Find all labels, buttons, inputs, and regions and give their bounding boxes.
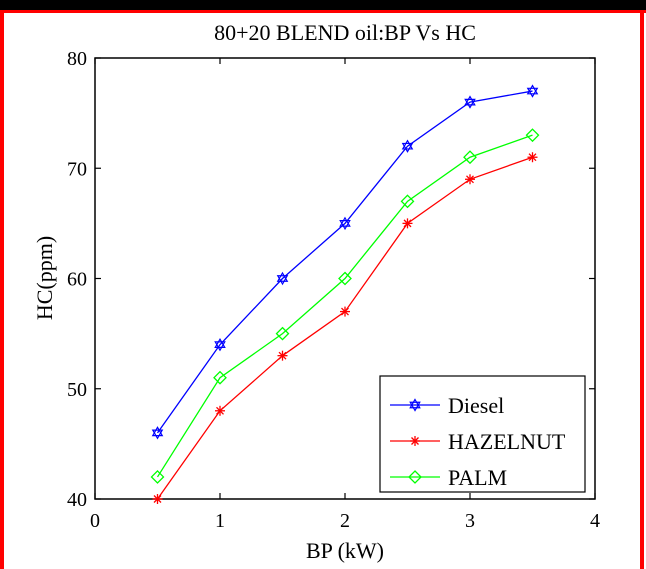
y-axis-title: HC(ppm) xyxy=(32,236,57,320)
legend-items: Diesel HAZELNUT PALM xyxy=(390,393,566,490)
right-red-border xyxy=(640,10,644,569)
series-line-diesel xyxy=(156,90,533,434)
y-tick-label: 40 xyxy=(67,489,87,511)
legend-marker-hazelnut xyxy=(410,436,420,446)
data-point-palm xyxy=(150,470,165,484)
chart-title: 80+20 BLEND oil:BP Vs HC xyxy=(214,20,476,45)
data-point-diesel xyxy=(401,139,414,153)
data-point-hazelnut xyxy=(215,405,225,416)
data-point-hazelnut xyxy=(152,494,163,504)
data-point-palm xyxy=(275,326,290,341)
x-axis-title: BP (kW) xyxy=(306,538,384,563)
y-tick-label: 60 xyxy=(67,269,87,291)
data-point-palm xyxy=(213,370,227,385)
x-tick-label: 4 xyxy=(590,510,600,532)
data-point-diesel xyxy=(339,216,351,231)
data-point-hazelnut xyxy=(277,350,288,361)
x-tick-label: 3 xyxy=(465,510,475,532)
top-black-bar xyxy=(0,0,646,10)
top-red-rule xyxy=(0,10,646,13)
x-tick-label: 0 xyxy=(90,510,100,532)
data-point-hazelnut xyxy=(527,152,538,163)
series-line-palm xyxy=(156,134,533,478)
data-point-diesel xyxy=(151,426,164,440)
data-point-hazelnut xyxy=(340,306,350,317)
data-point-hazelnut xyxy=(402,218,413,229)
axis-ticks: 0 1 2 3 4 40 50 60 70 80 xyxy=(67,48,600,532)
y-tick-label: 80 xyxy=(67,48,87,70)
data-point-palm xyxy=(463,150,477,165)
y-tick-label: 70 xyxy=(67,158,87,180)
x-tick-label: 2 xyxy=(340,510,350,532)
legend-label-hazelnut: HAZELNUT xyxy=(448,429,566,454)
legend-label-diesel: Diesel xyxy=(448,393,504,418)
data-point-palm xyxy=(525,128,540,143)
y-tick-label: 50 xyxy=(67,379,87,401)
data-point-palm xyxy=(400,194,415,209)
data-point-diesel xyxy=(464,95,476,109)
data-point-diesel xyxy=(214,337,226,352)
legend-marker-palm xyxy=(408,470,422,484)
data-point-diesel xyxy=(276,271,289,286)
legend: Diesel HAZELNUT PALM xyxy=(379,375,586,493)
data-point-hazelnut xyxy=(465,174,475,185)
data-point-diesel xyxy=(526,84,539,98)
left-red-border xyxy=(0,10,4,569)
legend-label-palm: PALM xyxy=(448,465,507,490)
x-tick-label: 1 xyxy=(215,510,225,532)
series-layer xyxy=(150,84,540,504)
legend-marker-diesel xyxy=(409,398,421,412)
data-point-palm xyxy=(338,271,352,286)
